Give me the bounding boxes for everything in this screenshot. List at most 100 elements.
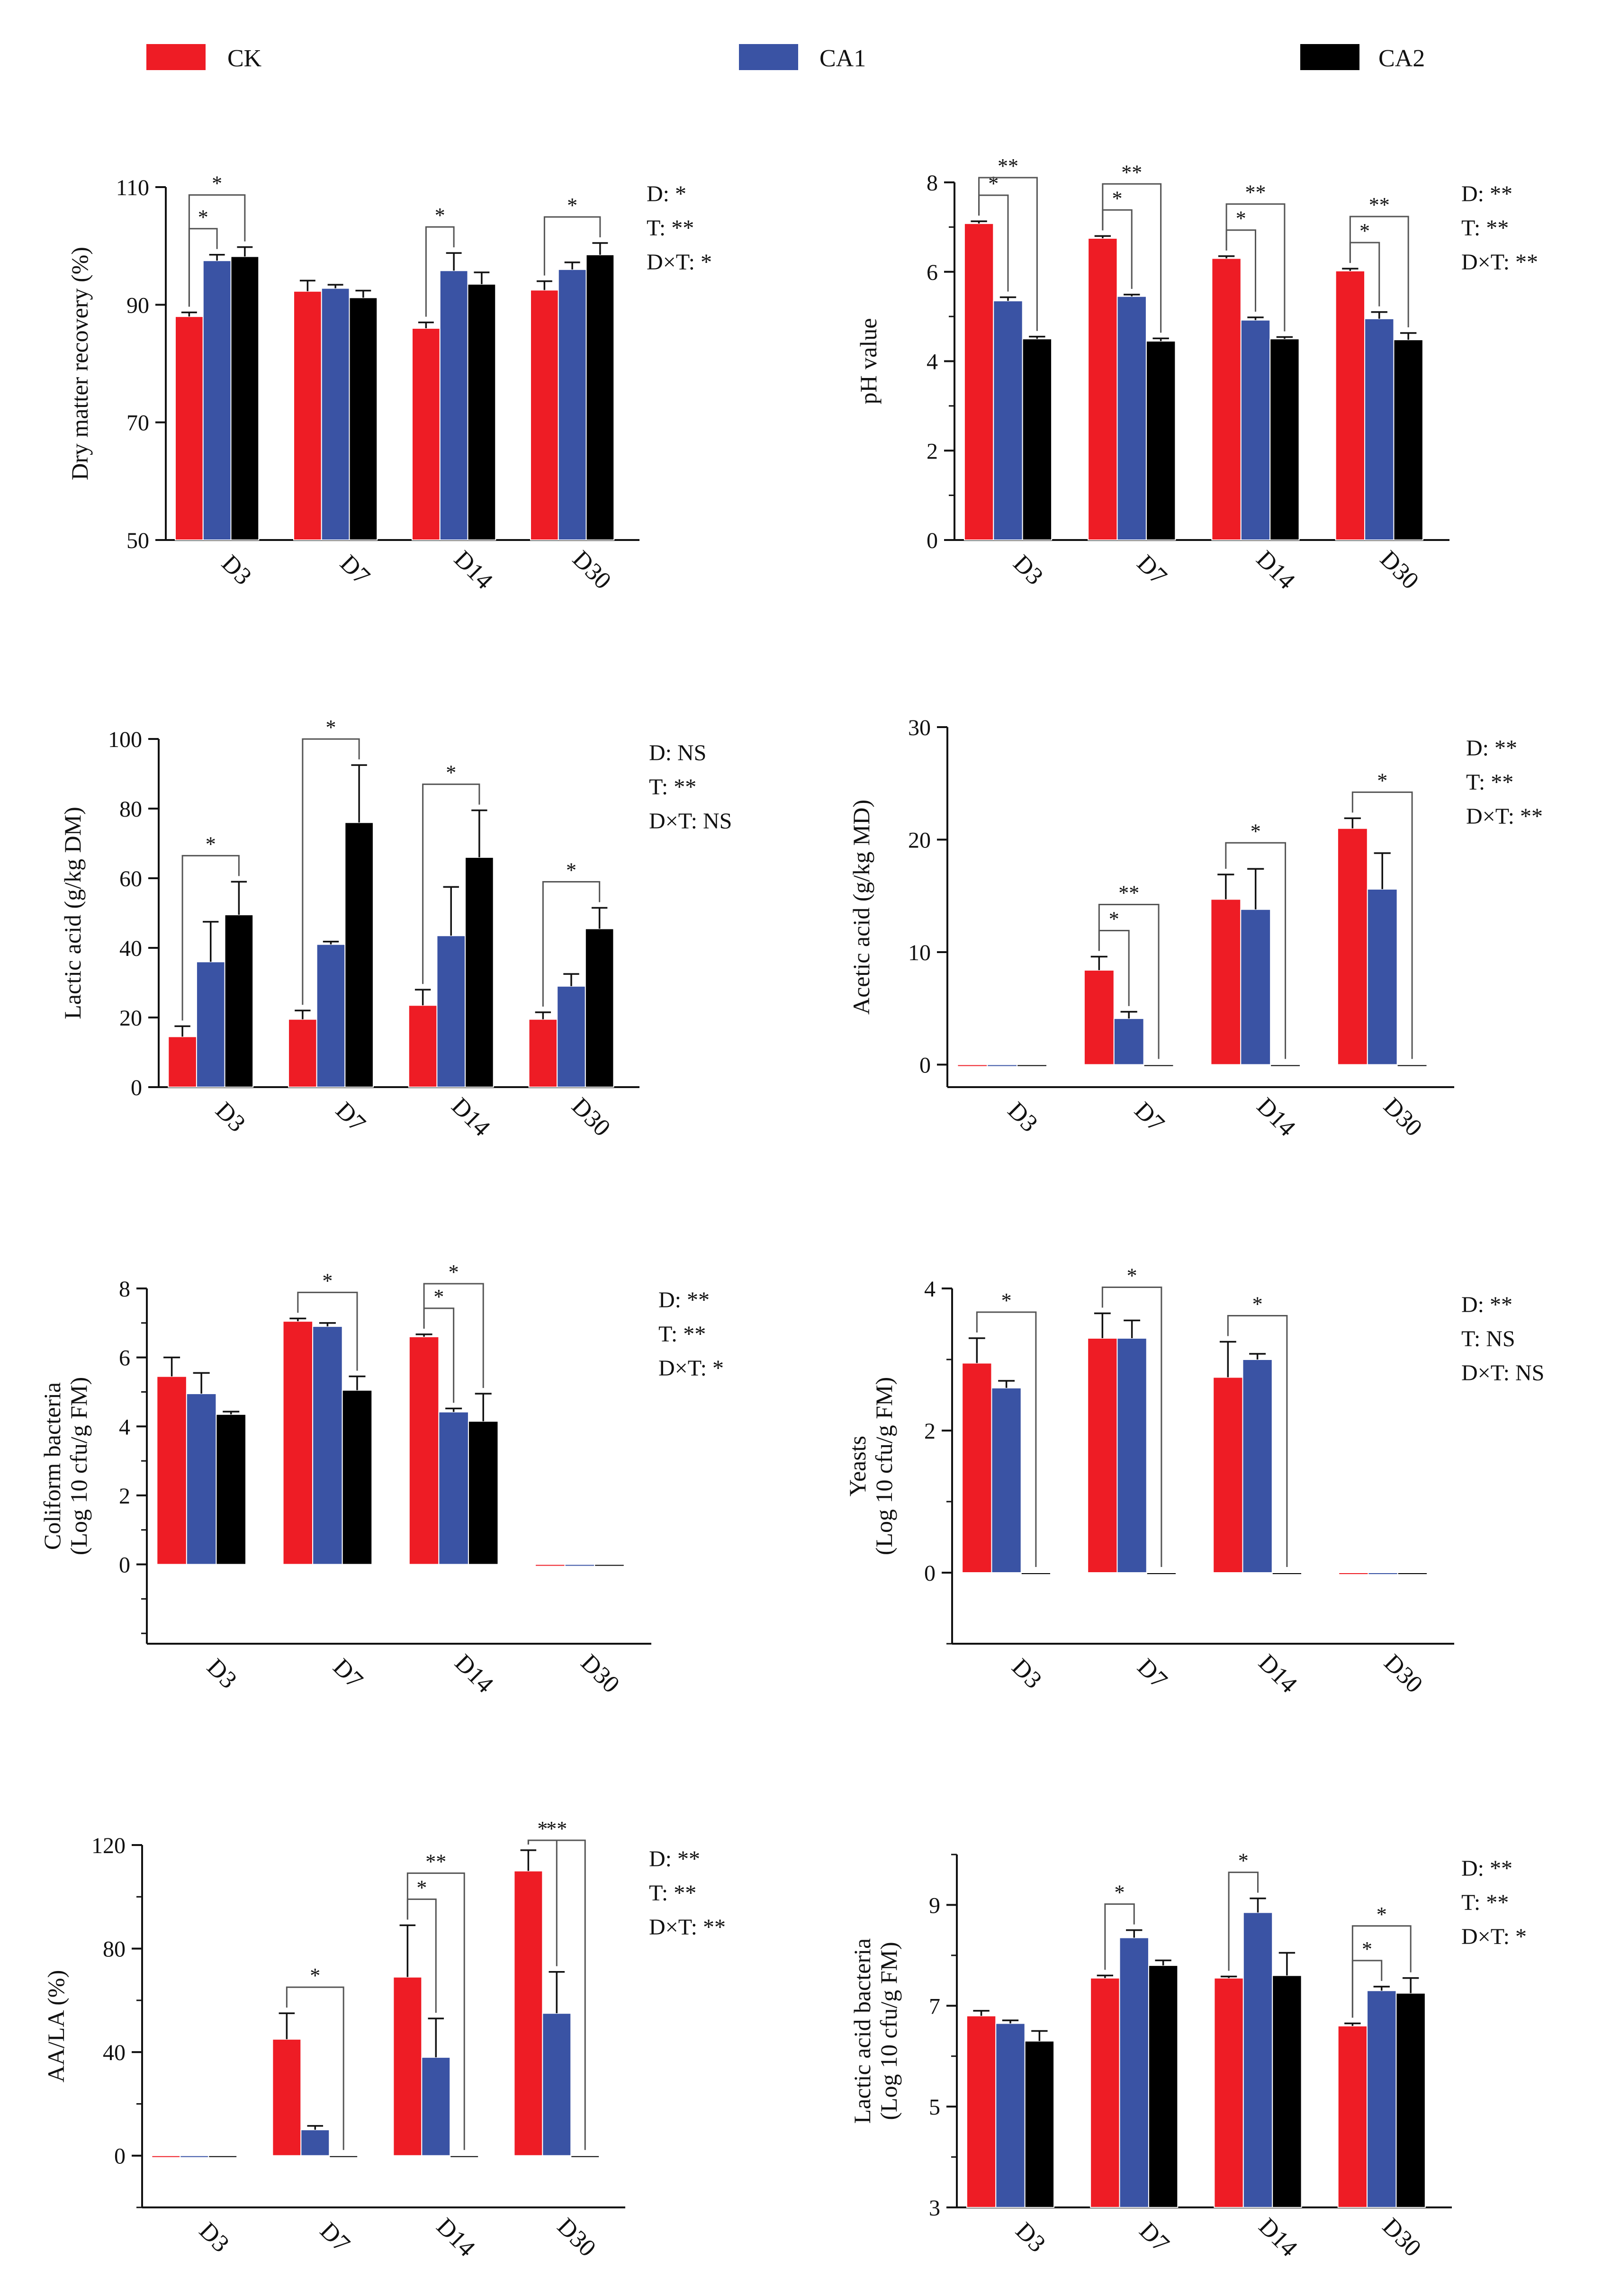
significance-bracket [978,177,1038,331]
bar-ck-d30 [1335,270,1366,540]
significance-bracket [1102,183,1162,333]
significance-label: * [1251,819,1261,843]
bar-ca2-d3 [1017,1064,1047,1067]
bar-ca1-d30 [564,1564,595,1567]
significance-bracket [302,738,360,1005]
y-tick-label: 7 [929,1994,940,2019]
stats-line: D: ** [1461,181,1512,207]
significance-bracket [425,226,455,317]
significance-bracket [188,194,246,307]
bar-ca2-d7 [1145,341,1176,540]
legend-label-ca1: CA1 [819,45,866,72]
bar-ca2-d7 [1146,1572,1177,1575]
bar-ca2-d7 [1143,1064,1174,1067]
bar-ck-d7 [288,1018,317,1088]
bar-ck-d30 [535,1564,566,1567]
bar-ca2-d30 [1395,1992,1426,2208]
bar-ca1-d14 [1240,319,1271,540]
significance-label: * [1112,187,1123,210]
bar-ca1-d3 [987,1064,1018,1067]
significance-label: * [1115,1881,1125,1904]
bar-ca2-d14 [1271,1572,1303,1575]
y-tick-label: 0 [119,1553,130,1578]
legend-swatch-ca1 [739,44,798,70]
y-tick-label: 90 [126,293,149,318]
x-tick-label-d30: D30 [552,2213,601,2262]
significance-label: * [198,206,208,229]
bar-ca1-d3 [186,1393,217,1565]
significance-label: * [1127,1264,1137,1288]
bar-ca1-d3 [993,300,1023,540]
significance-label: * [435,204,445,227]
x-tick-label-d14: D14 [450,1649,499,1699]
legend-swatch-ck [146,44,206,70]
significance-label: * [567,194,577,217]
bar-ck-d7 [1087,1338,1118,1573]
x-tick-label-d14: D14 [1253,2213,1303,2262]
bar-ca1-d14 [439,270,468,540]
bar-ca2-d14 [465,856,494,1088]
y-tick-label: 110 [116,175,149,200]
y-axis-label: Dry matter recovery (%) [66,247,93,480]
bar-ca1-d30 [1367,889,1398,1065]
bar-ca2-d30 [1393,339,1423,540]
significance-bracket [423,1283,484,1388]
bar-ck-d3 [962,1362,992,1573]
stats-line: D×T: ** [649,1915,726,1940]
y-tick-label: 0 [919,1053,931,1078]
significance-bracket [1225,842,1287,1059]
bar-ck-d7 [272,2038,302,2156]
bar-ck-d14 [1213,1377,1243,1573]
significance-bracket [1227,1315,1288,1567]
significance-label: * [433,1285,444,1308]
bar-ck-d3 [156,1376,187,1565]
y-tick-label: 9 [929,1893,940,1918]
y-tick-label: 30 [908,715,931,740]
x-tick-label-d7: D7 [1132,1654,1172,1694]
significance-label: * [1001,1289,1012,1312]
bar-ck-d7 [1088,237,1118,540]
bar-ca1-d3 [202,260,232,540]
x-tick-label-d7: D7 [315,2217,355,2258]
bar-ca1-d3 [991,1387,1022,1573]
bar-ca1-d30 [1367,1990,1397,2208]
bar-ck-d3 [966,2015,997,2208]
y-tick-label: 70 [126,411,149,436]
y-axis-label: Lactic acid (g/kg DM) [59,807,86,1019]
significance-label: * [1377,769,1387,792]
significance-label: ** [1369,193,1390,216]
significance-label: * [537,1817,548,1840]
stats-line: D: ** [658,1288,710,1313]
bar-ca1-d30 [557,985,586,1088]
bar-ca1-d14 [436,935,466,1088]
stats-line: T: NS [1461,1326,1515,1351]
bar-ca1-d7 [316,944,346,1088]
y-tick-label: 4 [119,1414,130,1440]
bar-ck-d3 [175,316,204,541]
bar-ck-d30 [530,289,559,540]
bar-ca2-d3 [224,914,254,1088]
bar-ca1-d7 [1116,1338,1147,1573]
significance-label: * [212,172,222,195]
legend: CK CA1 CA2 [146,44,1425,72]
bar-ck-d7 [282,1321,314,1565]
y-axis-label: Acetic acid (g/kg MD) [848,800,874,1015]
bar-ca1-d3 [995,2023,1026,2208]
significance-label: * [566,858,576,882]
stats-line: D: ** [1461,1292,1512,1317]
y-tick-label: 0 [131,1075,142,1100]
stats-line: T: ** [649,774,696,800]
significance-label: ** [1245,181,1266,204]
bar-ca2-d30 [585,928,614,1088]
stats-line: D×T: ** [1461,250,1538,275]
significance-label: * [1109,908,1119,931]
x-tick-label-d14: D14 [1251,546,1300,595]
bar-ca1-d30 [542,2013,572,2156]
y-tick-label: 2 [927,439,938,464]
y-tick-label: 8 [927,171,938,196]
chart-coli: 0 2 4 6 8 Coliform bacteria (Log 10 cfu/g FM) D… [39,1261,724,1698]
y-tick-label: 60 [119,866,142,891]
bar-ck-d3 [963,223,994,540]
